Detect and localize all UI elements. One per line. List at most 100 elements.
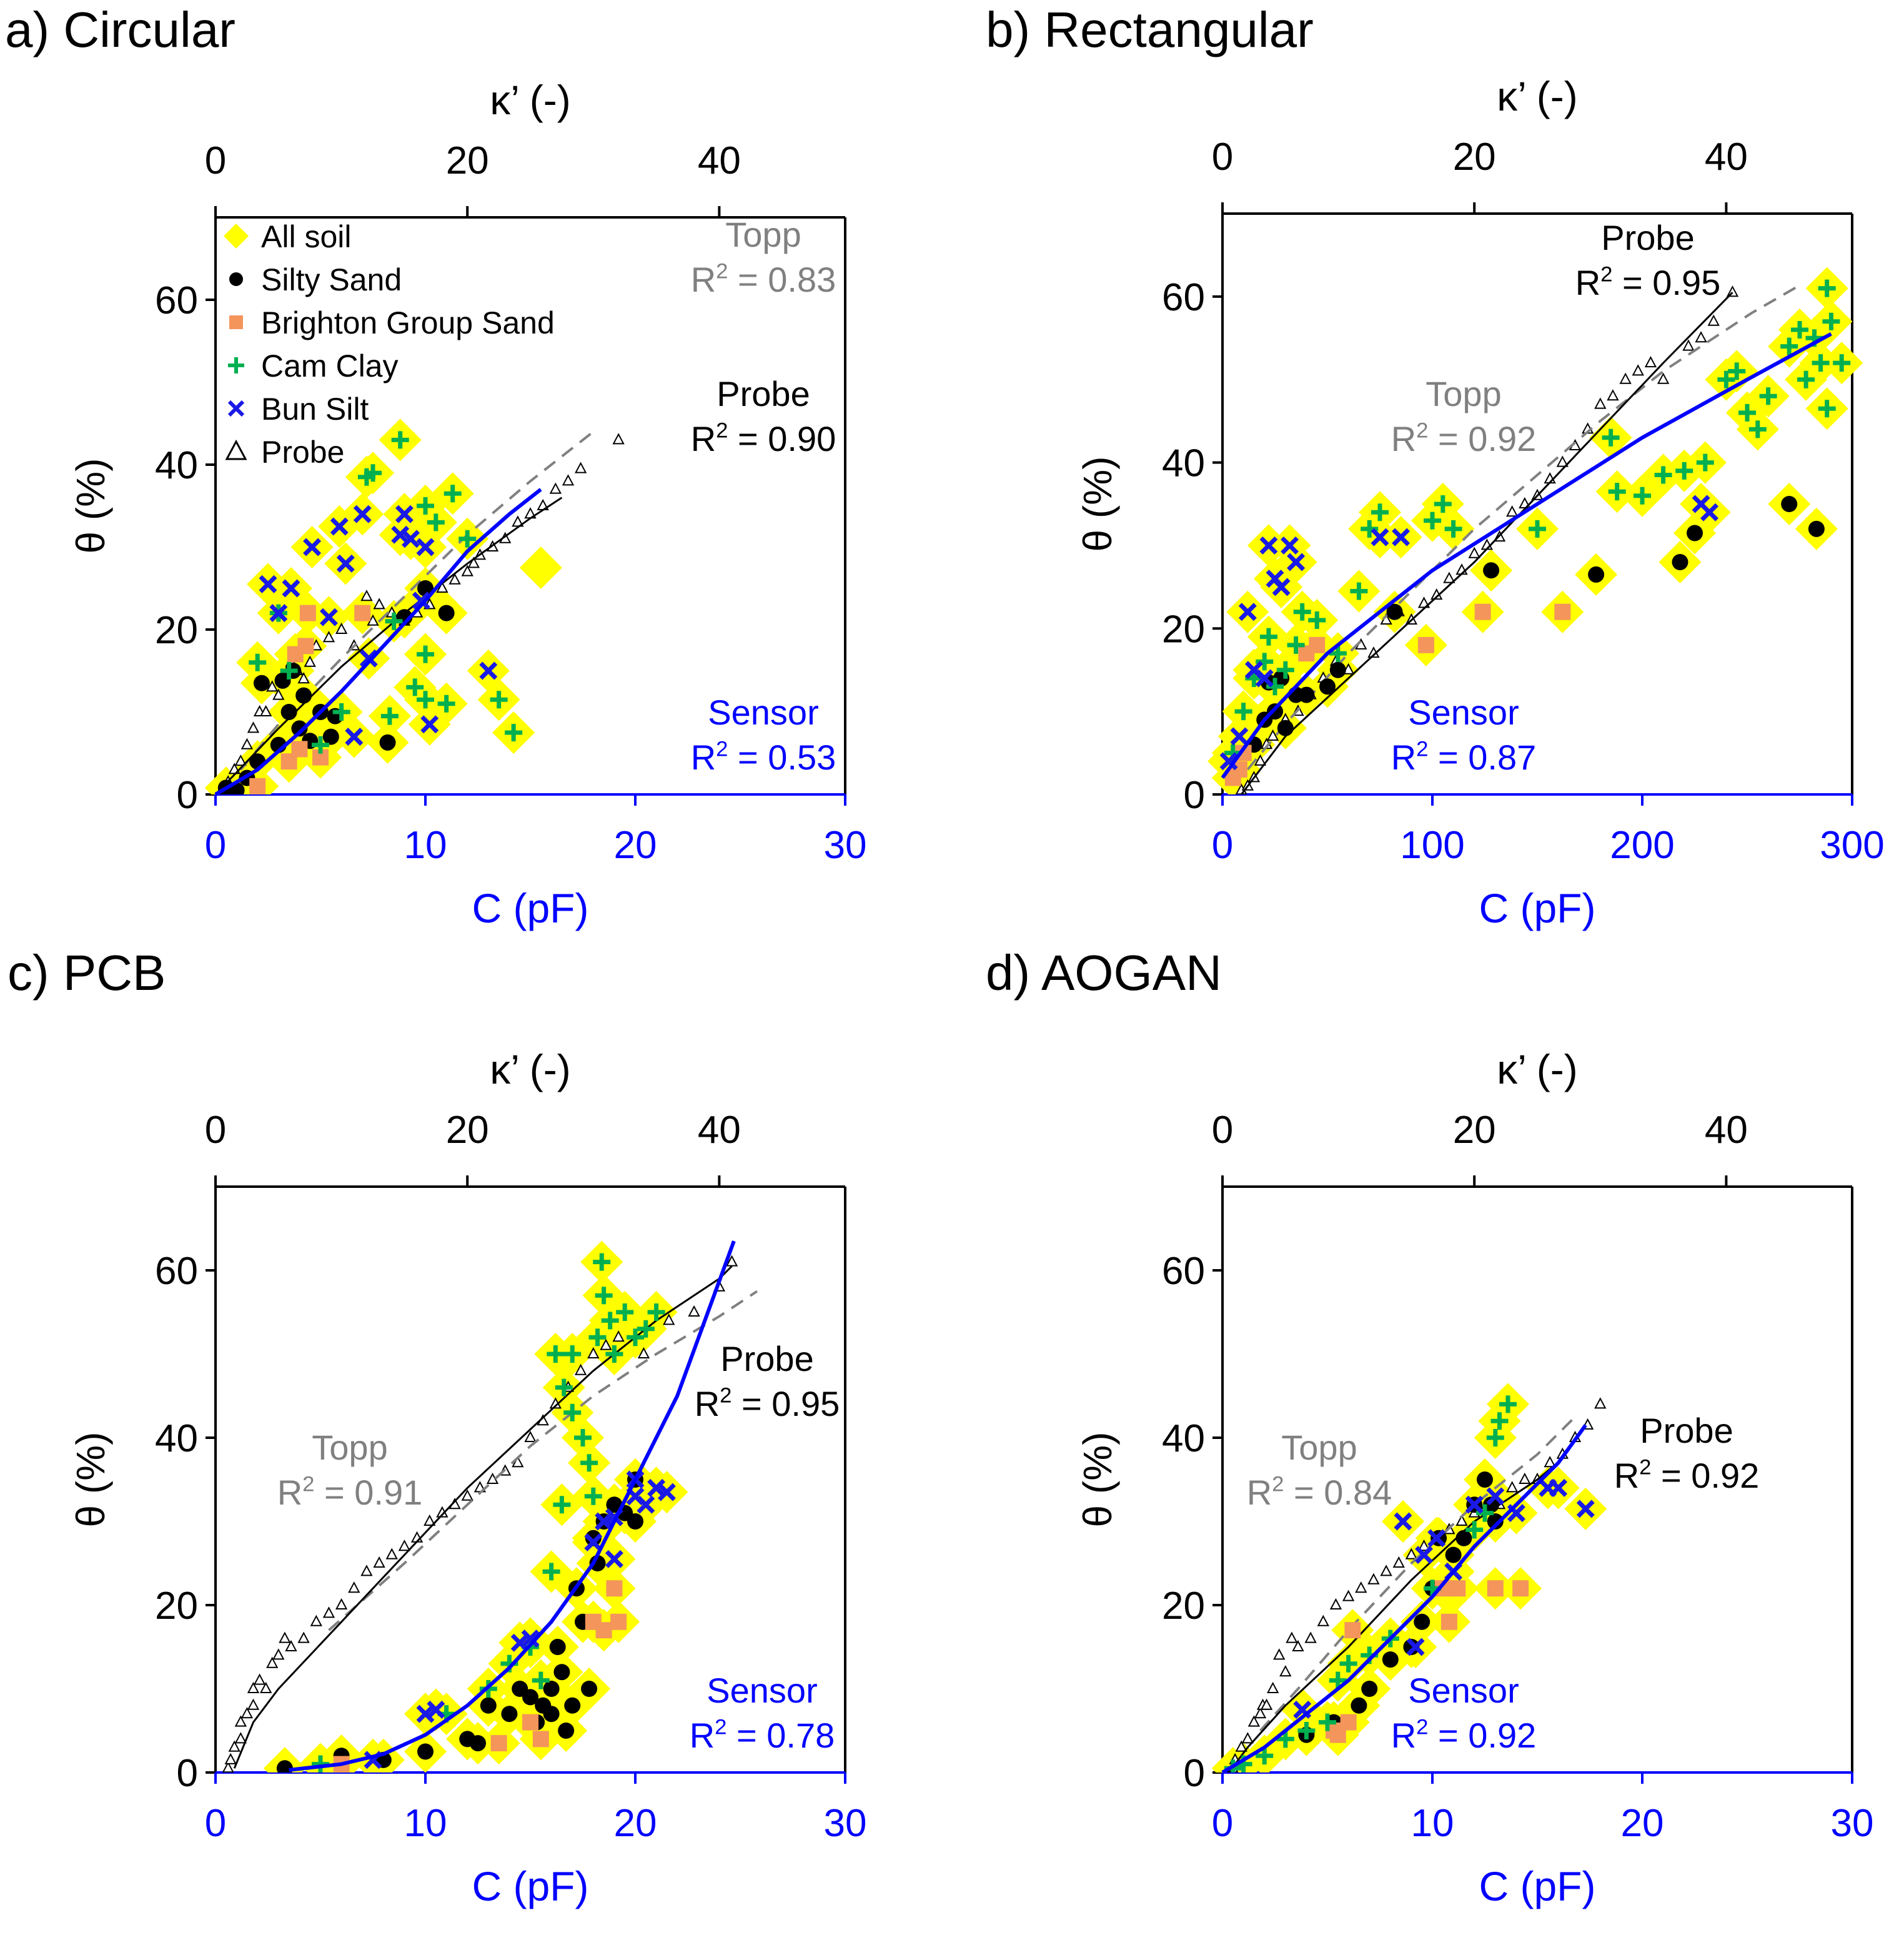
bun-silt-marker (1371, 528, 1389, 546)
probe-marker (1317, 1614, 1329, 1626)
topp-fit-line (1259, 1416, 1576, 1732)
x-tick-label: 0 (205, 824, 226, 867)
x2-axis-label: κ’ (-) (490, 1046, 571, 1092)
probe-marker (612, 1330, 625, 1342)
cam-clay-marker (1833, 354, 1851, 372)
silty-sand-marker (1483, 1496, 1500, 1513)
cam-clay-marker (417, 645, 434, 663)
cam-clay-marker (391, 431, 409, 449)
cam-clay-marker (1266, 678, 1284, 696)
cam-clay-marker (417, 691, 434, 709)
probe-marker (1304, 1631, 1317, 1643)
x-axis-label: C (pF) (1479, 885, 1596, 931)
legend-bun-silt-icon (227, 400, 245, 417)
topp-r2: R2 = 0.91 (277, 1473, 423, 1512)
bun-silt-marker (353, 505, 372, 523)
probe-marker (1695, 331, 1707, 343)
bun-silt-marker (1486, 1487, 1505, 1506)
brighton-marker (297, 638, 314, 655)
bun-silt-marker (336, 554, 355, 573)
probe-marker (234, 1732, 247, 1744)
cam-clay-marker (542, 1563, 560, 1581)
probe-marker (424, 1514, 436, 1526)
bun-silt-marker (1576, 1500, 1595, 1518)
cam-clay-marker (1256, 1747, 1274, 1765)
probe-marker (612, 433, 625, 445)
bun-silt-marker (637, 1495, 655, 1514)
bun-silt-marker (1272, 578, 1291, 596)
y-tick-label: 60 (155, 279, 198, 322)
silty-sand-marker (1319, 678, 1336, 695)
probe-marker (436, 581, 449, 593)
y-tick-label: 60 (155, 1250, 198, 1293)
x2-tick-label: 20 (446, 139, 489, 182)
cam-clay-marker (1797, 370, 1815, 388)
cam-clay-marker (1822, 312, 1840, 330)
probe-marker (279, 1631, 291, 1643)
probe-marker (228, 1740, 240, 1752)
probe-marker (562, 474, 575, 486)
bun-silt-marker (479, 661, 498, 680)
x-tick-label: 10 (1411, 1802, 1454, 1845)
sensor-r2: R2 = 0.87 (1391, 738, 1537, 777)
cam-clay-marker (427, 513, 445, 531)
silty-sand-marker (549, 1639, 566, 1655)
probe-marker (637, 1347, 650, 1358)
silty-sand-marker (543, 1681, 560, 1697)
probe-marker (1342, 1589, 1355, 1601)
bun-silt-marker (345, 728, 364, 746)
probe-label: Probe (1640, 1411, 1733, 1450)
bun-silt-marker (1465, 1495, 1484, 1514)
cam-clay-marker (1329, 645, 1347, 663)
x2-tick-label: 20 (1453, 1109, 1496, 1152)
silty-sand-marker (379, 734, 396, 751)
bun-silt-marker (412, 591, 430, 610)
silty-sand-marker (501, 1706, 518, 1723)
probe-marker (461, 1489, 474, 1501)
cam-clay-marker (647, 1303, 665, 1321)
probe-marker (335, 1598, 348, 1609)
x-tick-label: 30 (824, 1802, 867, 1845)
silty-sand-marker (553, 1664, 570, 1681)
y-tick-label: 0 (177, 1752, 198, 1795)
bun-silt-marker (1549, 1478, 1568, 1497)
x2-tick-label: 40 (698, 139, 741, 182)
cam-clay-marker (1234, 703, 1252, 721)
x-tick-label: 30 (824, 824, 867, 867)
probe-marker (322, 1606, 335, 1618)
cam-clay-marker (574, 1429, 592, 1446)
probe-marker (1380, 1565, 1392, 1576)
all-soil-marker (263, 1747, 306, 1772)
probe-marker (549, 482, 562, 494)
y-axis-label: θ (%) (68, 1432, 113, 1528)
x2-tick-label: 0 (205, 139, 226, 182)
brighton-marker (1309, 636, 1326, 653)
cam-clay-marker (364, 464, 382, 482)
probe-marker (1544, 1456, 1556, 1468)
cam-clay-marker (1476, 1504, 1494, 1522)
topp-fit-line (239, 430, 595, 771)
cam-clay-marker (1371, 503, 1389, 522)
probe-marker (1286, 1631, 1298, 1643)
cam-clay-marker (1339, 1654, 1357, 1673)
bun-silt-marker (1238, 603, 1257, 621)
probe-marker (1707, 314, 1720, 326)
bun-silt-marker (1255, 669, 1274, 688)
x-tick-label: 300 (1820, 824, 1884, 867)
probe-marker (1506, 505, 1519, 517)
probe-marker (1682, 339, 1695, 351)
topp-r2: R2 = 0.92 (1391, 419, 1537, 458)
silty-sand-marker (1382, 1651, 1399, 1668)
cam-clay-marker (1287, 636, 1305, 654)
legend-probe-icon (225, 439, 247, 460)
silty-sand-marker (274, 672, 291, 689)
probe-marker (1468, 546, 1480, 558)
probe-marker (247, 721, 260, 733)
probe-marker (240, 1707, 254, 1719)
silty-sand-marker (1351, 1697, 1367, 1714)
y-tick-label: 20 (155, 1584, 198, 1628)
silty-sand-marker (581, 1681, 598, 1697)
probe-fit-line (1227, 1458, 1564, 1772)
legend-cam-clay-icon (228, 357, 244, 373)
